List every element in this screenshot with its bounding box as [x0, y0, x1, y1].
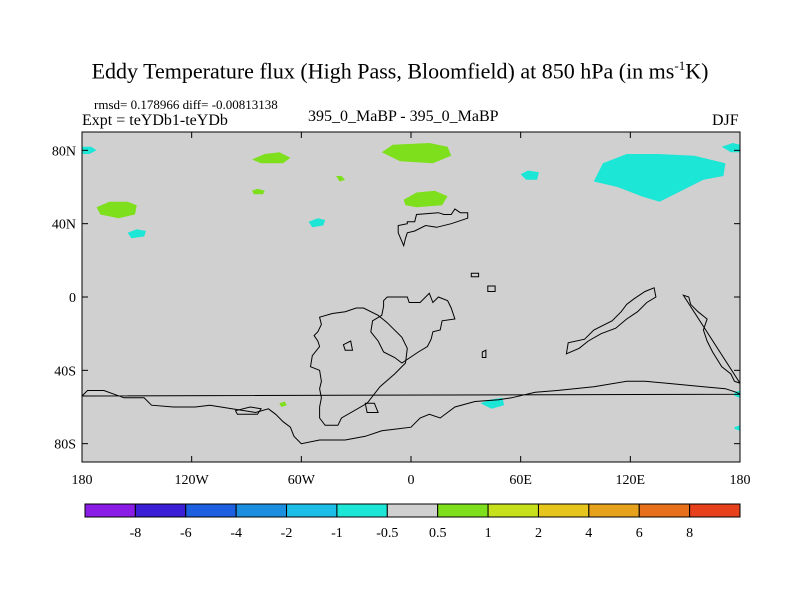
- colorbar-label: 1: [485, 526, 492, 541]
- colorbar-label: -1: [331, 526, 343, 541]
- chart-title: Eddy Temperature flux (High Pass, Bloomf…: [91, 58, 709, 84]
- y-tick-label: 80N: [52, 144, 76, 159]
- outline-small-4: [234, 406, 262, 415]
- colorbar-swatch: [336, 503, 388, 518]
- outline-europe: [397, 208, 469, 248]
- experiment-label: Expt = teYDb1-teYDb: [82, 112, 228, 129]
- green-patch-north-atlantic: [403, 190, 448, 208]
- colorbar-swatch: [386, 503, 439, 518]
- colorbar-label: 8: [686, 526, 693, 541]
- run-comparison-label: 395_0_MaBP - 395_0_MaBP: [308, 108, 499, 125]
- y-tick-label: 40N: [52, 218, 76, 233]
- colorbar-label: -8: [130, 526, 142, 541]
- colorbar-swatch: [638, 503, 691, 518]
- stats-label: rmsd= 0.178966 diff= -0.00813138: [94, 97, 278, 112]
- colorbar-label: 2: [535, 526, 542, 541]
- outline-small-3: [364, 402, 379, 413]
- outline-south-america: [309, 307, 408, 426]
- colorbar-swatch: [84, 503, 136, 518]
- outline-pacific-east: [682, 294, 740, 384]
- outline-islands-1: [342, 340, 354, 351]
- colorbar-swatch: [689, 503, 741, 518]
- cyan-patch-s-ocean: [480, 397, 505, 409]
- cyan-patch-n-pacific: [127, 229, 146, 239]
- green-patch-s-atlantic: [279, 401, 287, 407]
- y-tick-label: 80S: [54, 438, 76, 453]
- cyan-patch-siberia-large: [593, 154, 726, 202]
- colorbar-label: -2: [281, 526, 293, 541]
- green-patch-canada: [252, 152, 291, 164]
- cyan-patch-siberia-small: [520, 170, 539, 180]
- green-patch-nw-pacific: [96, 201, 137, 219]
- colorbar-label: 6: [636, 526, 643, 541]
- cyan-patch-far-west: [82, 146, 97, 154]
- green-patch-atlantic: [252, 188, 265, 195]
- outline-west-africa: [370, 292, 456, 364]
- colorbar-label: 0.5: [429, 526, 447, 541]
- outline-asia: [565, 287, 657, 355]
- colorbar-swatch: [487, 503, 539, 518]
- colorbar-swatch: [537, 503, 590, 518]
- outline-islands-2: [481, 349, 487, 358]
- y-tick-label: 40S: [54, 364, 76, 379]
- x-tick-label: 0: [408, 473, 415, 488]
- x-tick-label: 180: [72, 473, 93, 488]
- colorbar-swatch: [286, 503, 338, 518]
- green-patch-greenland: [336, 176, 346, 182]
- cyan-patch-n-america: [308, 218, 326, 228]
- outline-antarctica: [82, 380, 740, 445]
- x-tick-label: 120W: [175, 473, 210, 488]
- x-tick-label: 60E: [509, 473, 532, 488]
- season-label: DJF: [712, 112, 739, 129]
- colorbar-swatch: [235, 503, 288, 518]
- x-tick-label: 60W: [288, 473, 316, 488]
- colorbar-swatch: [588, 503, 640, 518]
- colorbar-label: -4: [230, 526, 242, 541]
- colorbar-swatch: [437, 503, 489, 518]
- colorbar-swatch: [134, 503, 187, 518]
- colorbar-label: -0.5: [376, 526, 398, 541]
- y-tick-label: 0: [69, 291, 76, 306]
- colorbar-label: -6: [180, 526, 192, 541]
- green-patch-europe: [381, 143, 452, 164]
- outline-small-2: [487, 285, 496, 292]
- x-tick-label: 120E: [616, 473, 646, 488]
- outline-small-n-atl: [470, 272, 480, 278]
- x-tick-label: 180: [730, 473, 751, 488]
- colorbar-swatch: [185, 503, 237, 518]
- cyan-patch-e-edge-south: [734, 425, 740, 431]
- colorbar-label: 4: [585, 526, 592, 541]
